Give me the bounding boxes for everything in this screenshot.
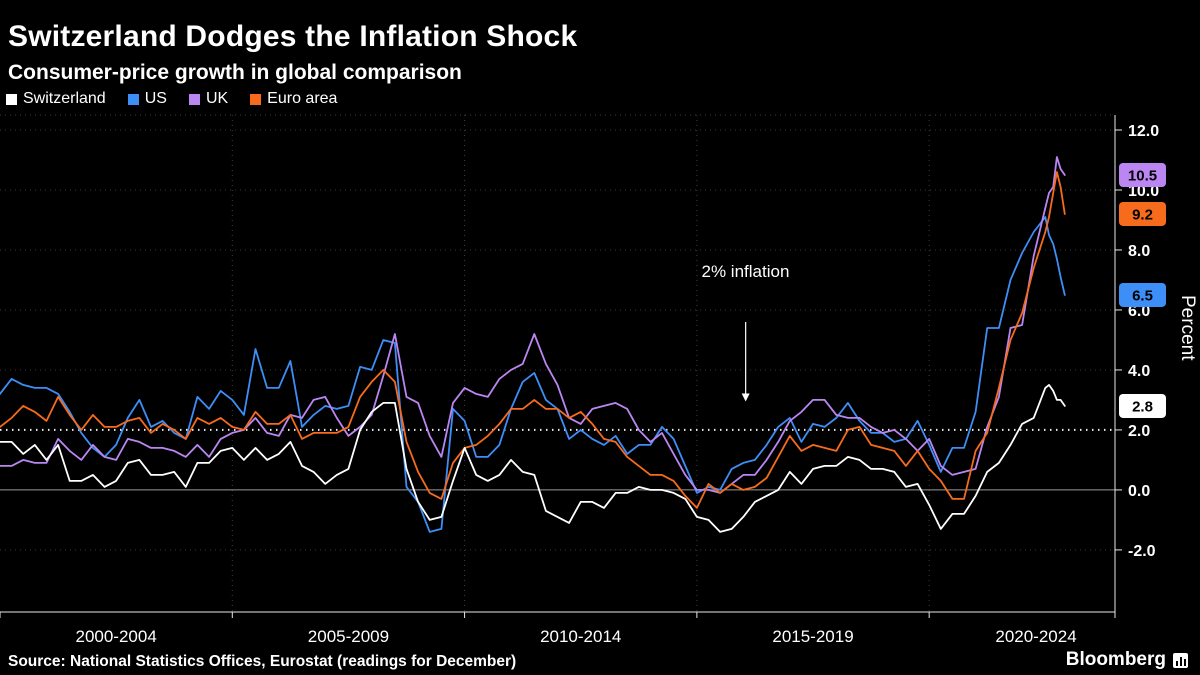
bloomberg-logo: Bloomberg: [1066, 649, 1188, 671]
y-tick-label: 6.0: [1128, 303, 1150, 320]
legend-swatch-uk: [188, 93, 200, 105]
series-line-uk: [0, 156, 1066, 494]
annotation-two-percent-inflation: 2% inflation: [702, 262, 790, 281]
end-value-badge-euro-area: [1119, 201, 1166, 226]
legend-item-euro-area: Euro area: [250, 90, 337, 108]
chart-title: Switzerland Dodges the Inflation Shock: [8, 20, 578, 54]
y-tick-label: 2.0: [1128, 423, 1150, 440]
end-value-label-uk: 10.5: [1128, 167, 1157, 184]
y-tick-label: 4.0: [1128, 363, 1150, 380]
x-axis-label: 2000-2004: [75, 627, 156, 646]
series-line-switzerland: [0, 383, 1066, 533]
y-tick-label: 10.0: [1128, 183, 1159, 200]
legend-item-switzerland: Switzerland: [6, 90, 106, 108]
series-line-euro-area: [0, 171, 1066, 509]
end-value-label-us: 6.5: [1132, 287, 1153, 304]
legend-label-switzerland: Switzerland: [23, 90, 106, 107]
x-axis-label: 2020-2024: [995, 627, 1076, 646]
end-value-badge-us: [1119, 282, 1166, 307]
legend-item-uk: UK: [188, 90, 229, 108]
end-value-label-euro-area: 9.2: [1132, 206, 1153, 223]
legend-label-uk: UK: [205, 90, 229, 107]
y-tick-label: 12.0: [1128, 123, 1159, 140]
annotation-arrow-head: [741, 393, 750, 402]
x-axis-label: 2015-2019: [772, 627, 853, 646]
legend-label-euro-area: Euro area: [267, 90, 338, 107]
x-axis-label: 2010-2014: [540, 627, 621, 646]
chart-subtitle: Consumer-price growth in global comparis…: [8, 61, 462, 85]
y-axis-title: Percent: [1177, 295, 1198, 361]
bloomberg-logo-icon: [1173, 652, 1188, 668]
bloomberg-logo-text: Bloomberg: [1065, 649, 1166, 670]
y-tick-label: 8.0: [1128, 243, 1150, 260]
legend-swatch-euro-area: [250, 93, 262, 105]
end-value-label-switzerland: 2.8: [1132, 398, 1153, 415]
y-tick-label: -2.0: [1128, 543, 1156, 560]
legend: Switzerland US UK Euro area: [6, 90, 337, 108]
legend-label-us: US: [144, 90, 167, 107]
legend-swatch-us: [127, 93, 139, 105]
source-note: Source: National Statistics Offices, Eur…: [8, 653, 517, 670]
legend-item-us: US: [127, 90, 167, 108]
x-axis-label: 2005-2009: [308, 627, 389, 646]
end-value-badge-switzerland: [1119, 393, 1166, 418]
y-tick-label: 0.0: [1128, 483, 1150, 500]
legend-swatch-switzerland: [6, 93, 17, 105]
end-value-badge-uk: [1119, 162, 1166, 187]
